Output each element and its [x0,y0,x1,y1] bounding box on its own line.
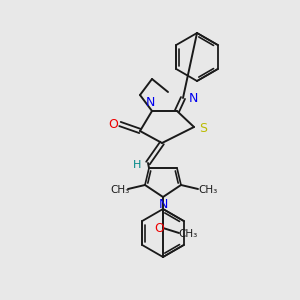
Text: CH₃: CH₃ [110,185,130,195]
Text: O: O [108,118,118,130]
Text: N: N [188,92,198,104]
Text: O: O [154,221,164,235]
Text: S: S [199,122,207,136]
Text: H: H [133,160,141,170]
Text: CH₃: CH₃ [198,185,218,195]
Text: N: N [158,199,168,212]
Text: CH₃: CH₃ [178,229,198,239]
Text: N: N [145,97,155,110]
